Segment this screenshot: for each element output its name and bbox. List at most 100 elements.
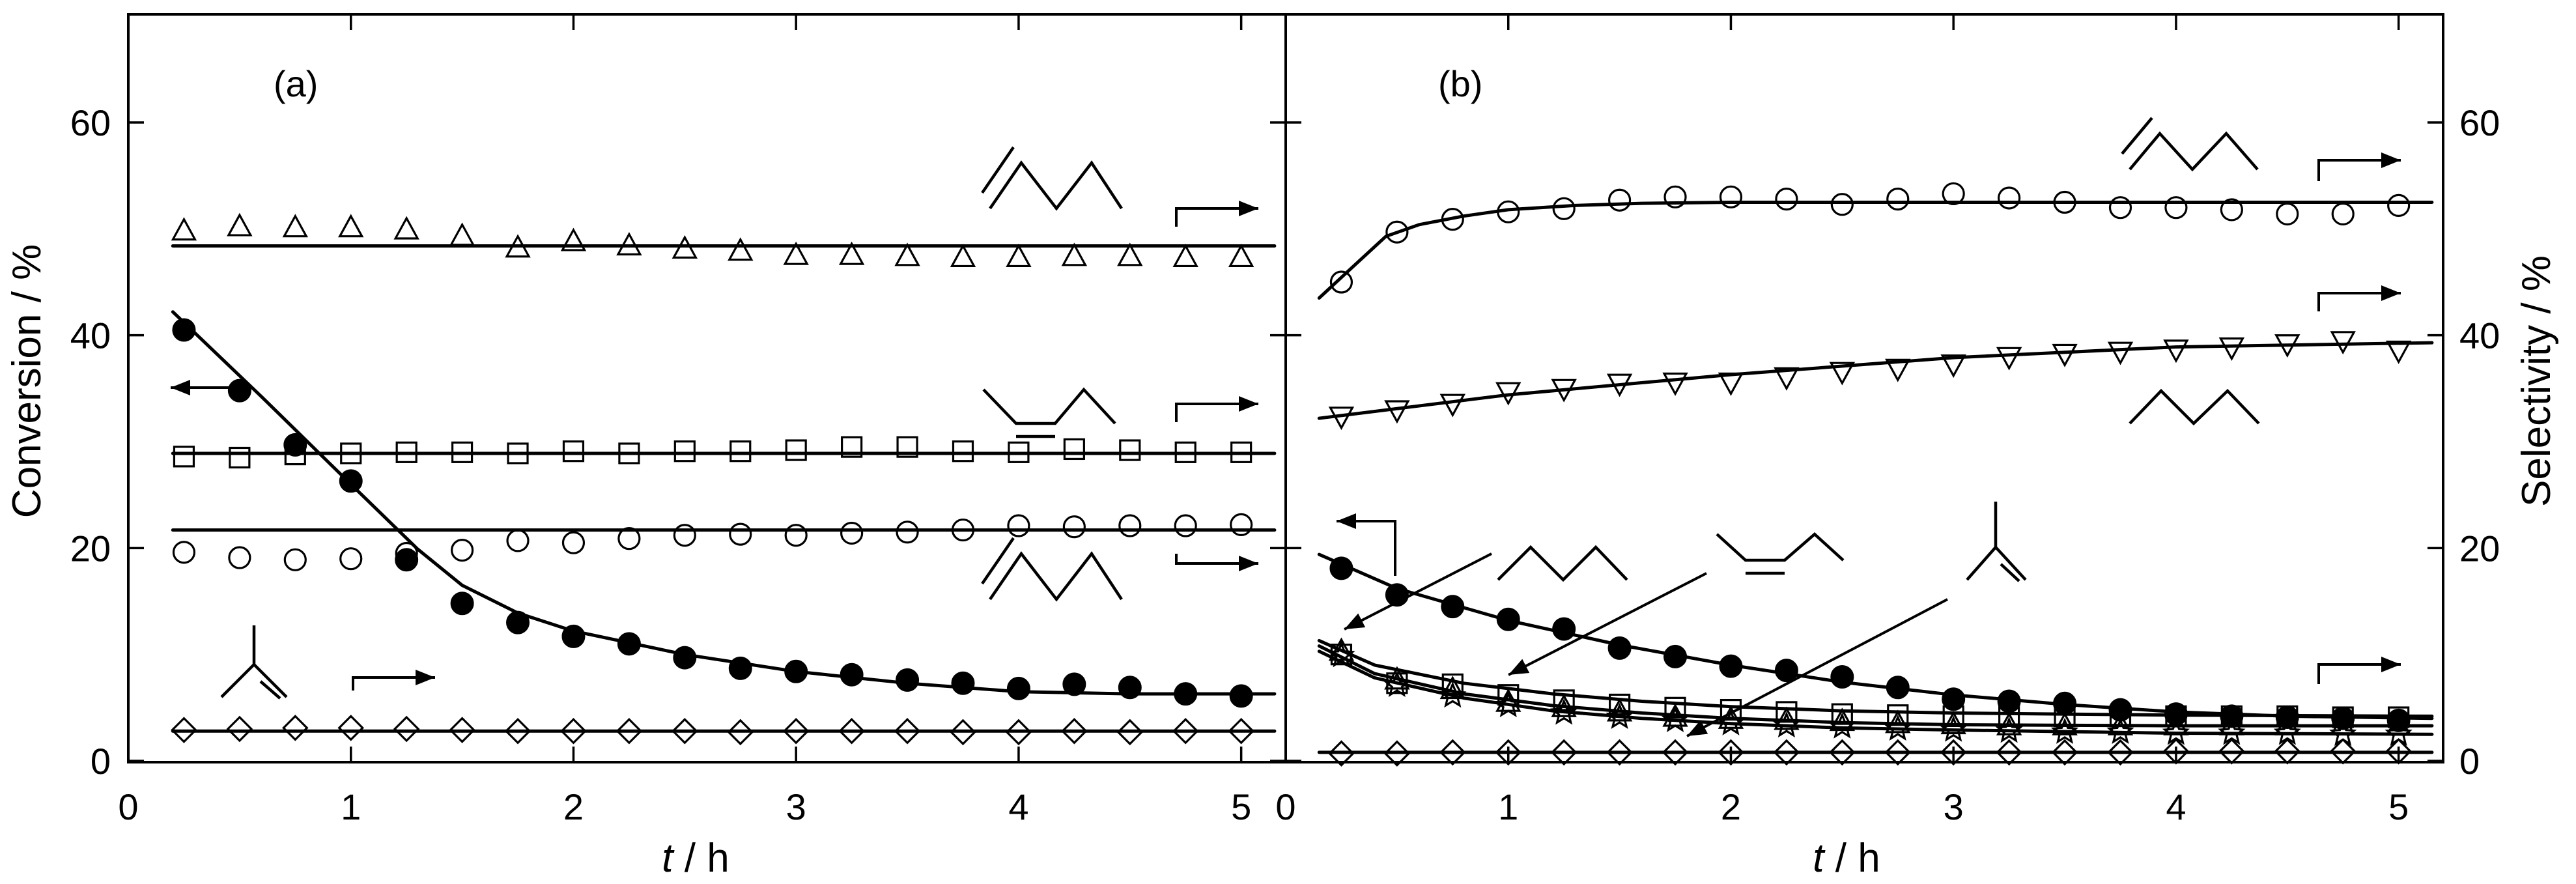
- data-point-open-diamond: [1228, 718, 1254, 745]
- x-tick-label: 0: [1275, 786, 1295, 827]
- fit-line: [171, 310, 1277, 696]
- structure-trans-2-butene-b: [2129, 388, 2260, 426]
- data-point-open-triangle: [171, 217, 197, 241]
- data-point-open-star: [2050, 717, 2079, 744]
- data-point-open-square: [451, 441, 474, 463]
- data-point-open-circle: [896, 520, 919, 544]
- data-point-open-square: [729, 440, 752, 463]
- data-point-open-triangle: [2274, 711, 2300, 735]
- data-point-open-diamond: [2274, 738, 2301, 765]
- x-tick-label: 0: [118, 786, 138, 827]
- data-point-open-diamond: [1996, 739, 2022, 766]
- data-point-open-circle: [2276, 202, 2299, 226]
- data-point-open-circle: [729, 522, 752, 546]
- data-point-open-circle: [1385, 220, 1409, 244]
- axis-arrows: [171, 152, 2401, 737]
- pointer-head: [1508, 659, 1530, 675]
- data-point-open-circle: [283, 548, 307, 571]
- data-point-open-square: [284, 443, 306, 466]
- data-point-open-square: [395, 441, 418, 463]
- structure-1-butene-b: [2129, 131, 2259, 172]
- data-point-open-diamond: [1005, 719, 1032, 746]
- data-point-open-diamond: [1061, 718, 1088, 745]
- x-tick-label: 5: [1231, 786, 1251, 827]
- arrow-line: [2317, 292, 2401, 311]
- data-point-open-diamond: [282, 715, 309, 741]
- left-axis-title: Conversion / %: [5, 244, 50, 518]
- data-point-open-inverted-triangle: [1774, 367, 1800, 391]
- data-point-open-circle: [450, 538, 474, 562]
- data-point-filled-circle: [673, 646, 697, 670]
- x-axis-title-a-var: t: [662, 836, 675, 881]
- y-tick-label-right: 60: [2459, 102, 2500, 143]
- data-point-open-inverted-triangle: [1495, 382, 1522, 406]
- data-point-filled-circle: [1441, 595, 1465, 619]
- data-point-open-triangle: [560, 227, 587, 251]
- data-point-open-square: [1608, 693, 1631, 716]
- structure-double-bond-a: [981, 146, 1015, 194]
- arrow-head: [171, 380, 190, 395]
- data-point-open-diamond: [782, 718, 810, 745]
- data-point-open-diamond: [504, 718, 531, 745]
- arrow-head: [2381, 285, 2401, 301]
- arrow-line: [2317, 663, 2401, 684]
- data-point-open-triangle: [1940, 711, 1966, 735]
- data-point-open-diamond: [1328, 740, 1355, 767]
- pointer-line: [1508, 572, 1707, 676]
- pointer-head: [1344, 613, 1366, 629]
- data-point-filled-circle: [450, 592, 474, 616]
- data-point-open-diamond: [393, 715, 420, 743]
- y-tick-label-left: 40: [70, 315, 111, 356]
- x-axis-title-b-unit: / h: [1824, 836, 1880, 881]
- y-tick-label-right: 20: [2459, 528, 2500, 569]
- data-point-open-star: [1995, 717, 2023, 743]
- arrow-head: [1239, 556, 1258, 571]
- data-point-open-inverted-triangle: [1384, 400, 1410, 424]
- data-point-open-inverted-triangle: [2218, 337, 2245, 361]
- arrow-head: [1239, 396, 1258, 412]
- data-point-open-circle: [1552, 197, 1576, 220]
- structure-isobutene-dbl-a: [259, 680, 281, 700]
- data-point-filled-circle: [1607, 636, 1632, 660]
- arrow-head: [416, 670, 435, 685]
- arrow-line: [2317, 159, 2401, 181]
- data-point-open-diamond: [2162, 738, 2190, 765]
- structure-annotations: [220, 117, 2260, 700]
- data-point-open-square: [2332, 706, 2354, 728]
- data-point-open-circle: [1174, 514, 1197, 537]
- data-point-open-star: [2106, 717, 2134, 744]
- y-tick-label-left: 60: [70, 102, 111, 143]
- fit-line: [1317, 649, 2434, 736]
- data-point-filled-circle: [951, 671, 975, 695]
- data-point-open-circle: [673, 524, 696, 547]
- data-point-open-circle: [2164, 196, 2188, 220]
- data-point-open-triangle: [728, 237, 754, 261]
- data-point-open-circle: [395, 541, 418, 565]
- data-point-open-diamond: [672, 718, 698, 745]
- data-point-open-triangle: [1551, 694, 1577, 717]
- data-point-open-inverted-triangle: [2163, 339, 2189, 364]
- data-point-open-square: [2388, 706, 2410, 728]
- data-point-open-square: [2165, 705, 2187, 728]
- pointer-head: [1687, 720, 1708, 736]
- x-tick-label: 4: [2166, 786, 2186, 827]
- data-point-open-square: [1008, 441, 1030, 463]
- arrow-right-a4: [352, 670, 435, 691]
- data-point-open-circle: [2053, 190, 2076, 214]
- data-point-open-inverted-triangle: [1606, 373, 1633, 397]
- data-point-open-diamond: [1550, 739, 1578, 766]
- data-point-open-triangle: [950, 244, 976, 268]
- data-point-open-square: [229, 446, 251, 469]
- arrow-head: [2381, 152, 2401, 168]
- data-point-open-diamond: [337, 715, 364, 741]
- data-point-open-triangle: [1885, 709, 1911, 734]
- data-point-open-inverted-triangle: [2274, 334, 2300, 358]
- data-point-open-triangle: [505, 234, 531, 258]
- data-point-filled-circle: [561, 624, 586, 648]
- data-point-open-circle: [1998, 186, 2021, 210]
- data-point-filled-circle: [1942, 687, 1966, 711]
- x-axis-title-b: t / h: [1813, 836, 1880, 881]
- data-point-open-circle: [951, 518, 975, 542]
- data-point-open-diamond: [2329, 738, 2357, 765]
